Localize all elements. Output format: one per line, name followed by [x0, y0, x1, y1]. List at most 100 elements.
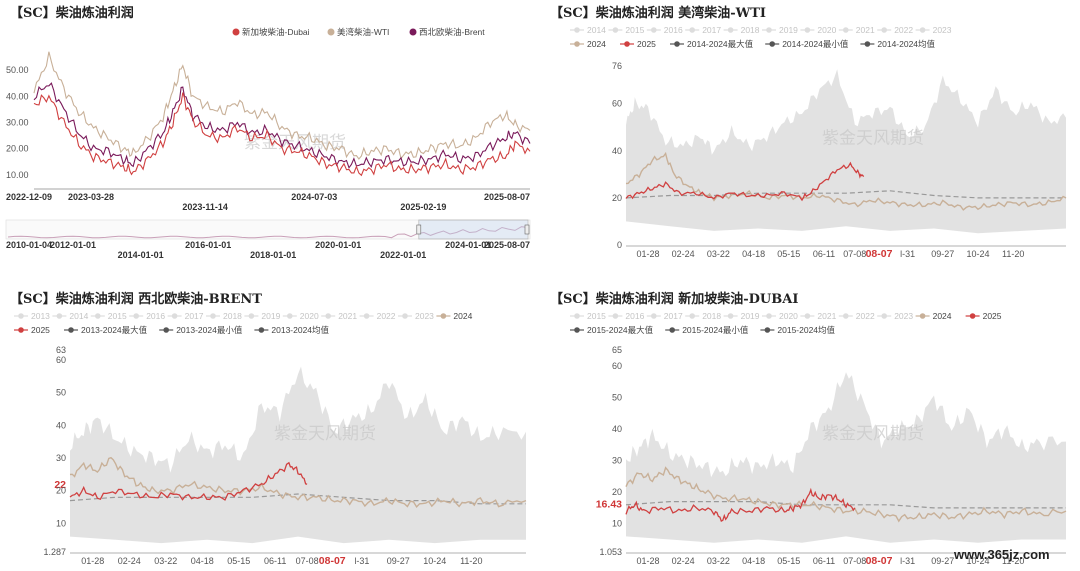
- legend-label: 2016: [146, 311, 165, 321]
- legend-label: 2014: [69, 311, 88, 321]
- x-tick-label: 2025-02-19: [400, 202, 446, 212]
- chart-svg[interactable]: 新加坡柴油-Dubai 美湾柴油-WTI 西北欧柴油-Brent 50.00 40.00…: [4, 2, 536, 278]
- chart-panel-overview: 【SC】柴油炼油利润 新加坡柴油-Dubai 美湾柴油-WTI 西北欧柴油-Bren…: [4, 2, 536, 278]
- legend-marker: [843, 313, 849, 319]
- legend-marker: [612, 313, 619, 319]
- legend-marker: [651, 313, 657, 319]
- x-tick-label: 07-08: [296, 556, 319, 564]
- y-tick-label: 76: [612, 61, 622, 71]
- x-tick-label: 07-08: [843, 249, 866, 259]
- y-tick-label: 1.287: [43, 547, 66, 557]
- y-tick-label: 20: [612, 193, 622, 203]
- y-tick-label: 20.00: [6, 144, 29, 154]
- range-band: [626, 372, 1066, 543]
- last-value-label: 22: [54, 479, 66, 491]
- watermark: 紫金天风期货: [274, 424, 376, 443]
- legend-marker: [18, 313, 24, 319]
- navigator-tick-label: 2010-01-04: [6, 240, 52, 250]
- chart-title: 【SC】柴油炼油利润: [10, 6, 134, 21]
- legend-label: 2024: [933, 311, 952, 321]
- y-tick-label: 30: [56, 453, 66, 463]
- legend-marker: [440, 313, 447, 319]
- chart-svg[interactable]: 2015 2016 2017 2018 2019 2020 2021 2022 2023 2024…: [544, 288, 1076, 564]
- x-tick-label: 10-24: [423, 556, 446, 564]
- x-tick-label: 03-22: [707, 249, 730, 259]
- chart-panel-brent: 【SC】柴油炼油利润 西北欧柴油-BRENT 2013 2014 2015 2016 2…: [4, 288, 536, 564]
- chart-svg[interactable]: 2013 2014 2015 2016 2017 2018 2019 2020 2021 2022…: [4, 288, 536, 564]
- legend-label: 2019: [741, 311, 760, 321]
- legend-label: 2021: [338, 311, 357, 321]
- legend-label: 2016: [664, 25, 683, 35]
- legend-label: 2023: [933, 25, 952, 35]
- legend-marker: [574, 327, 580, 333]
- legend-label: 2014-2024最小值: [782, 39, 849, 49]
- legend-marker: [919, 313, 926, 319]
- legend-marker: [766, 313, 772, 319]
- series-2024-line: [625, 466, 1067, 523]
- legend-label: 2022: [377, 311, 396, 321]
- legend-marker: [232, 28, 240, 36]
- navigator-tick-label: 2022-01-01: [380, 250, 426, 260]
- x-tick-label: 2025-08-07: [484, 192, 530, 202]
- legend-label: 2021: [856, 25, 875, 35]
- legend-label: 2013-2024均值: [271, 325, 329, 335]
- legend-label: 2025: [31, 325, 50, 335]
- legend-label: 2023: [415, 311, 434, 321]
- legend-marker: [804, 313, 811, 319]
- legend-label: 2018: [741, 25, 760, 35]
- y-tick-label: 40: [56, 420, 66, 430]
- legend-marker: [651, 27, 657, 33]
- legend-marker: [881, 27, 887, 33]
- x-tick-label: 03-22: [154, 556, 177, 564]
- y-tick-label: 65: [612, 345, 622, 355]
- chart-svg[interactable]: 2014 2015 2016 2017 2018 2019 2020 2021 2022 2023…: [544, 2, 1076, 278]
- legend-marker: [766, 27, 772, 33]
- legend-label: 2015: [625, 25, 644, 35]
- y-tick-label: 30: [612, 456, 622, 466]
- legend-marker: [764, 327, 771, 333]
- legend-label: 2025: [983, 311, 1002, 321]
- y-tick-label: 60: [56, 355, 66, 365]
- y-tick-label: 50: [612, 392, 622, 402]
- range-band: [70, 366, 526, 544]
- mean-line: [625, 501, 1066, 509]
- last-value-label: 16.43: [596, 498, 622, 510]
- y-tick-label: 10: [612, 519, 622, 529]
- brent-line: [33, 82, 531, 169]
- legend-label: 2015-2024最小值: [682, 325, 749, 335]
- legend-marker: [363, 313, 370, 319]
- x-tick-label: 06-11: [813, 556, 835, 564]
- legend-label: 2015: [108, 311, 127, 321]
- legend-marker: [881, 313, 887, 319]
- y-tick-label: 0: [617, 240, 622, 250]
- legend-label: 2015-2024最大值: [587, 325, 654, 335]
- legend-label: 西北欧柴油-Brent: [419, 27, 485, 37]
- navigator-tick-label: 2020-01-01: [315, 240, 361, 250]
- last-date-label: 08-07: [866, 555, 893, 564]
- legend-marker: [163, 327, 169, 333]
- legend-marker: [689, 27, 695, 33]
- legend-marker: [68, 327, 74, 333]
- series-2025-line: [625, 161, 865, 202]
- legend-marker: [612, 27, 619, 33]
- legend-marker: [727, 313, 734, 319]
- legend-marker: [969, 313, 976, 319]
- legend-marker: [919, 27, 926, 33]
- y-tick-label: 40: [612, 146, 622, 156]
- watermark: 紫金天风期货: [822, 424, 924, 443]
- legend-label: 2016: [625, 311, 644, 321]
- series-2025-line: [69, 461, 308, 501]
- navigator-handle-left: [416, 224, 422, 235]
- legend-label: 2015-2024均值: [777, 325, 835, 335]
- legend-marker: [804, 27, 811, 33]
- legend-marker: [689, 313, 695, 319]
- legend-label: 2020: [300, 311, 319, 321]
- x-tick-label: 02-24: [672, 249, 695, 259]
- y-tick-label: 20: [56, 486, 66, 496]
- x-tick-label: 2023-11-14: [182, 202, 228, 212]
- x-tick-label: 02-24: [118, 556, 141, 564]
- x-tick-label: 10-24: [966, 556, 989, 564]
- x-tick-label: 05-15: [777, 249, 800, 259]
- y-tick-label: 60: [612, 361, 622, 371]
- legend-label: 2015: [587, 311, 606, 321]
